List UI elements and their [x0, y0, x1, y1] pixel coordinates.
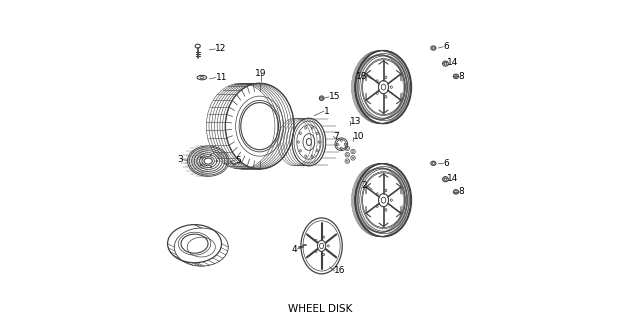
- Text: 11: 11: [216, 73, 227, 82]
- Text: 19: 19: [255, 69, 266, 78]
- Text: 12: 12: [215, 44, 227, 54]
- Text: 1: 1: [324, 107, 330, 116]
- Text: 15: 15: [329, 93, 340, 101]
- Text: 18: 18: [355, 72, 367, 81]
- Text: 14: 14: [447, 58, 458, 67]
- Text: 8: 8: [458, 187, 464, 197]
- Text: 6: 6: [444, 42, 449, 51]
- Text: 6: 6: [444, 159, 449, 168]
- Text: 4: 4: [291, 245, 297, 254]
- Text: 14: 14: [447, 174, 458, 183]
- Text: 13: 13: [350, 117, 362, 126]
- Ellipse shape: [317, 240, 326, 251]
- Text: 8: 8: [458, 72, 464, 81]
- Text: 10: 10: [353, 132, 365, 141]
- Text: 7: 7: [333, 132, 339, 141]
- Text: 16: 16: [334, 266, 346, 275]
- Text: 5: 5: [235, 156, 241, 165]
- Text: WHEEL DISK: WHEEL DISK: [288, 304, 352, 314]
- Text: 2: 2: [362, 181, 367, 190]
- Text: 3: 3: [177, 155, 183, 164]
